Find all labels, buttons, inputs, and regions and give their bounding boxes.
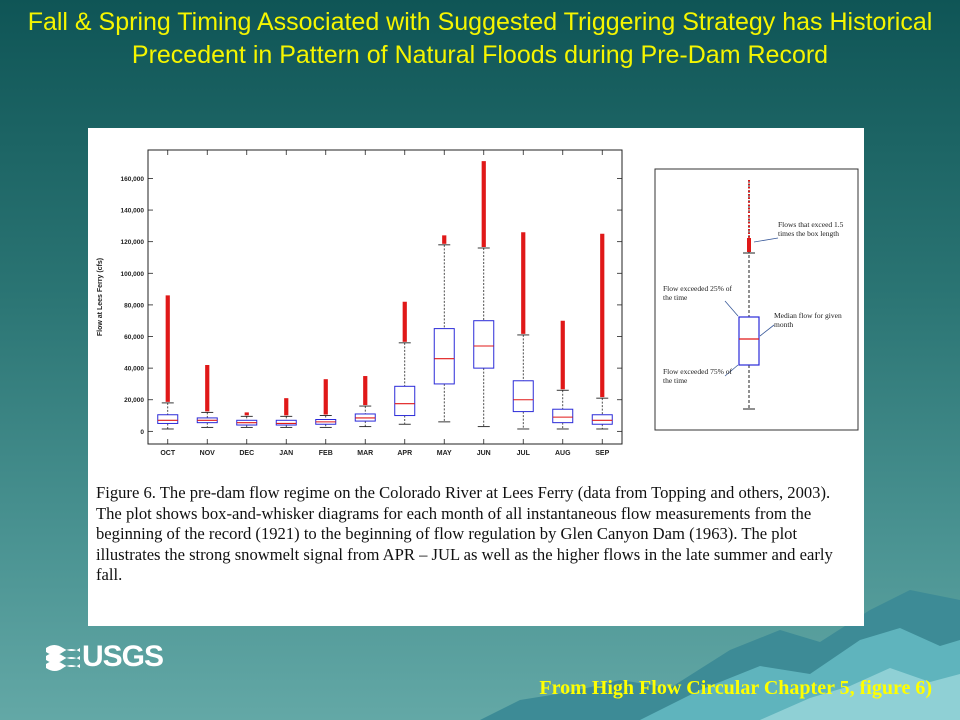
y-tick-label: 60,000	[124, 334, 144, 341]
inset-median-note: Median flow for given month	[774, 312, 842, 329]
x-tick-label-may: MAY	[437, 450, 452, 457]
inset-diagram: Flows that exceed 1.5 times the box leng…	[654, 168, 859, 431]
x-tick-label-apr: APR	[397, 450, 412, 457]
y-tick-label: 120,000	[121, 239, 145, 246]
inset-frame	[654, 168, 859, 431]
inset-arrow-median	[759, 324, 775, 337]
x-tick-label-sep: SEP	[595, 450, 609, 457]
main-plot-area: 0 20,000 40,000 60,000 80,000 100,000 120,000 1…	[97, 149, 623, 457]
usgs-wave-icon	[46, 645, 80, 671]
y-tick-label: 100,000	[121, 271, 145, 278]
y-tick-label: 0	[140, 429, 144, 436]
box-may	[433, 328, 455, 385]
mountain-graphic	[480, 590, 960, 720]
x-tick-label-mar: MAR	[357, 450, 373, 457]
plot-frame	[147, 149, 623, 445]
source-note: From High Flow Circular Chapter 5, figur…	[539, 677, 932, 699]
inset-arrow-q75	[724, 364, 739, 377]
box-aug	[552, 408, 574, 424]
boxplot-chart: 0 20,000 40,000 60,000 80,000 100,000 120,000 1…	[97, 149, 859, 457]
inset-arrow-outliers	[753, 237, 779, 243]
x-tick-label-jul: JUL	[517, 450, 531, 457]
x-tick-label-aug: AUG	[555, 450, 571, 457]
x-tick-label-jan: JAN	[279, 450, 293, 457]
y-tick-label: 140,000	[121, 208, 145, 215]
figure-panel: 0 20,000 40,000 60,000 80,000 100,000 120,000 1…	[88, 128, 864, 626]
inset-q25-note: Flow exceeded 25% of the time	[663, 285, 732, 302]
box-apr	[394, 385, 416, 417]
inset-arrow-q25	[724, 300, 739, 317]
box-sep	[591, 414, 613, 425]
y-tick-label: 40,000	[124, 366, 144, 373]
inset-q75-note: Flow exceeded 75% of the time	[663, 368, 732, 385]
usgs-logo: USGS	[46, 640, 164, 674]
x-tick-label-nov: NOV	[200, 450, 216, 457]
inset-outliers-note: Flows that exceed 1.5 times the box leng…	[778, 221, 844, 238]
usgs-logo-text: USGS	[82, 640, 164, 673]
box-jul	[512, 380, 534, 413]
y-tick-label: 20,000	[124, 397, 144, 404]
y-axis-label: Flow at Lees Ferry (cfs)	[97, 258, 104, 336]
box-oct	[157, 414, 179, 424]
x-tick-label-feb: FEB	[319, 450, 333, 457]
y-tick-label: 160,000	[121, 176, 145, 183]
box-jan	[275, 419, 297, 426]
y-tick-label: 80,000	[124, 302, 144, 309]
x-tick-label-jun: JUN	[477, 450, 491, 457]
figure-caption: Figure 6. The pre-dam flow regime on the…	[96, 483, 833, 584]
slide-title: Fall & Spring Timing Associated with Sug…	[27, 8, 933, 69]
x-tick-label-oct: OCT	[160, 450, 176, 457]
x-tick-label-dec: DEC	[239, 450, 254, 457]
box-jun	[473, 320, 495, 369]
inset-box	[738, 316, 760, 366]
